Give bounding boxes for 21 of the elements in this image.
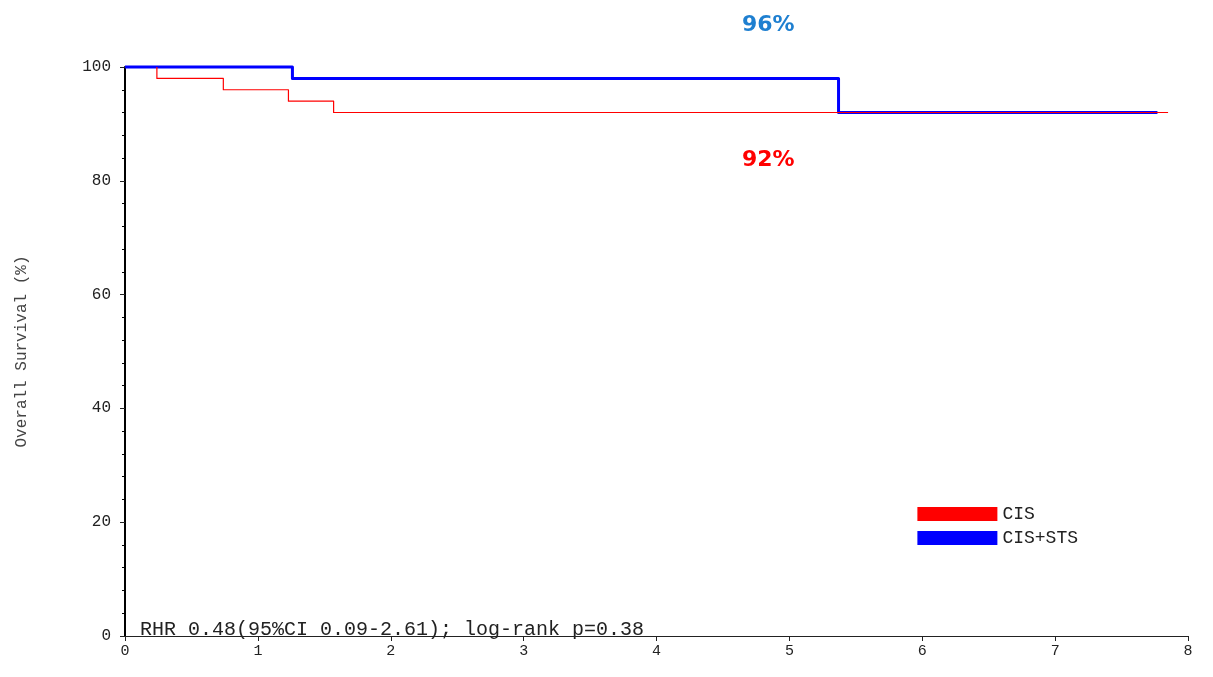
x-tick-label: 4 (651, 643, 662, 660)
y-tick-label: 80 (91, 171, 111, 190)
x-tick-label: 7 (1050, 643, 1060, 660)
x-tick-label: 2 (386, 643, 396, 660)
legend-label: CIS (1002, 504, 1035, 524)
y-tick-label: 0 (101, 627, 111, 645)
y-tick-label: 20 (91, 513, 111, 532)
y-tick-label: 40 (91, 399, 111, 418)
legend-label: CIS+STS (1002, 528, 1079, 548)
x-tick-label: 1 (253, 643, 263, 660)
x-tick-label: 5 (784, 643, 794, 660)
x-tick-label: 0 (120, 643, 130, 660)
annotation: 92% (742, 145, 795, 171)
x-tick-label: 8 (1183, 643, 1193, 660)
y-axis-title: Overall Survival (%) (13, 255, 31, 448)
y-tick-label: 60 (91, 285, 111, 304)
x-tick-label: 6 (917, 643, 927, 660)
x-tick-label: 3 (519, 643, 529, 660)
annotation: RHR 0.48(95%CI 0.09-2.61); log-rank p=0.38 (140, 617, 645, 641)
text: 96% (742, 10, 795, 36)
y-tick-label: 100 (82, 58, 111, 76)
